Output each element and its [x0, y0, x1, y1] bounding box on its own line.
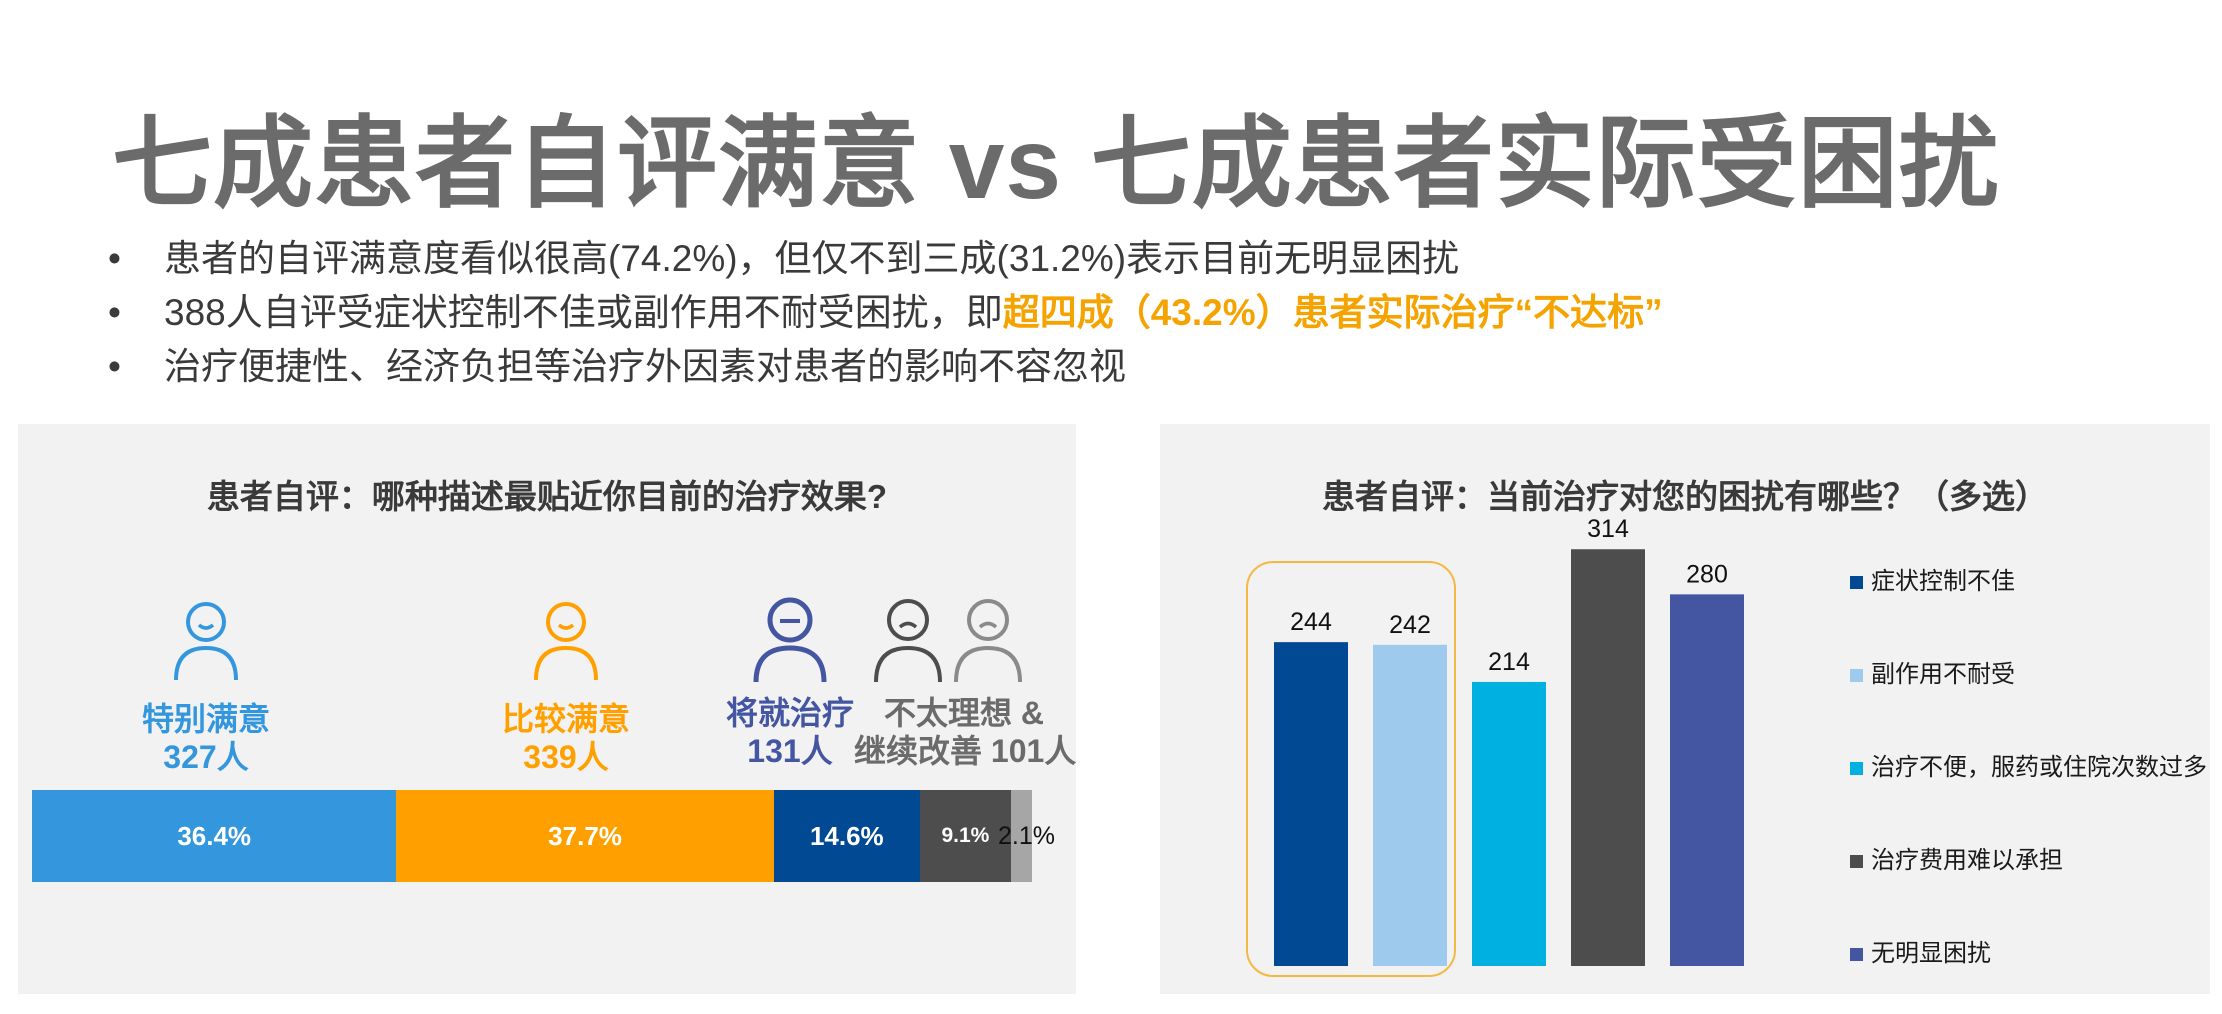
bar [1670, 594, 1744, 966]
satisfaction-panel: 患者自评：哪种描述最贴近你目前的治疗效果? 特别满意 327人 比较满意 339… [18, 424, 1076, 994]
bar [1274, 642, 1348, 966]
bullet-text: 患者的自评满意度看似很高(74.2%)，但仅不到三成(31.2%)表示目前无明显… [164, 238, 1460, 279]
group-name: 不太理想 & [884, 695, 1045, 731]
bar-value-label: 214 [1488, 648, 1530, 676]
bullet-item: • 388人自评受症状控制不佳或副作用不耐受困扰，即超四成（43.2%）患者实际… [108, 286, 2008, 340]
segment-percent-label: 2.1% [997, 821, 1055, 850]
troubles-panel: 患者自评：当前治疗对您的困扰有哪些？（多选） 244 242 214 314 280 症… [1160, 424, 2210, 994]
group-label-fairly-satisfied: 比较满意 339人 [486, 700, 646, 776]
bullet-text: 388人自评受症状控制不佳或副作用不耐受困扰，即 [164, 292, 1003, 333]
stacked-bar-segment: 14.6% [773, 790, 920, 882]
frown-person-icon [954, 599, 1022, 683]
legend-swatch [1850, 948, 1863, 962]
segment-percent-label: 9.1% [941, 824, 990, 847]
smile-person-icon [534, 602, 598, 681]
bullet-dot: • [108, 346, 121, 387]
bullet-item: • 患者的自评满意度看似很高(74.2%)，但仅不到三成(31.2%)表示目前无… [108, 232, 2008, 286]
legend-label: 无明显困扰 [1871, 940, 1991, 967]
frown-person-icon [874, 599, 942, 683]
highlight-box [1246, 561, 1456, 977]
troubles-chart-title: 患者自评：当前治疗对您的困扰有哪些？（多选） [1322, 478, 2048, 515]
smile-person-icon [174, 602, 238, 681]
bullet-list: • 患者的自评满意度看似很高(74.2%)，但仅不到三成(31.2%)表示目前无… [108, 232, 2008, 394]
legend-item: 症状控制不佳 [1850, 564, 2015, 600]
legend-swatch [1850, 762, 1863, 776]
group-count: 101人 [990, 733, 1077, 769]
legend-label: 治疗不便，服药或住院次数过多 [1871, 754, 2207, 781]
legend-swatch [1850, 576, 1863, 590]
stacked-bar-segment: 9.1% [919, 790, 1011, 882]
segment-percent-label: 14.6% [809, 820, 884, 851]
legend-swatch [1850, 669, 1863, 683]
stacked-bar-segment: 2.1% [998, 790, 1055, 882]
group-label-unsatisfied: 不太理想 & 继续改善 101人 [854, 694, 1076, 770]
bar [1571, 549, 1645, 966]
bullet-dot: • [108, 292, 121, 333]
bullet-text: 治疗便捷性、经济负担等治疗外因素对患者的影响不容忽视 [164, 346, 1126, 387]
legend-label: 副作用不耐受 [1871, 661, 2015, 688]
neutral-person-icon [753, 597, 827, 683]
troubles-bar-chart: 244 242 214 314 280 [1246, 515, 1744, 977]
page-title: 七成患者自评满意 vs 七成患者实际受困扰 [112, 108, 2000, 220]
satisfaction-chart-title: 患者自评：哪种描述最贴近你目前的治疗效果? [206, 478, 888, 515]
segment-percent-label: 37.7% [548, 820, 622, 851]
bar [1472, 681, 1546, 966]
group-name: 比较满意 [501, 701, 630, 737]
legend-item: 治疗不便，服药或住院次数过多 [1850, 750, 2207, 786]
group-count: 131人 [747, 733, 833, 769]
bar-value-label: 314 [1587, 515, 1629, 543]
group-name: 特别满意 [141, 701, 270, 737]
legend-item: 治疗费用难以承担 [1850, 843, 2063, 879]
group-name: 将就治疗 [725, 695, 854, 731]
group-label-very-satisfied: 特别满意 327人 [126, 700, 286, 776]
bar-value-label: 244 [1290, 608, 1332, 636]
group-label-tolerable: 将就治疗 131人 [710, 694, 870, 770]
bar-value-label: 280 [1686, 560, 1728, 588]
bullet-text-group: 388人自评受症状控制不佳或副作用不耐受困扰，即超四成（43.2%）患者实际治疗… [164, 286, 1663, 340]
bullet-dot: • [108, 238, 121, 279]
segment-percent-label: 36.4% [177, 820, 252, 851]
legend-label: 治疗费用难以承担 [1871, 847, 2063, 874]
stacked-bar-segment: 37.7% [396, 790, 774, 882]
group-count: 327人 [163, 739, 249, 775]
legend-item: 无明显困扰 [1850, 936, 1991, 972]
bar [1373, 644, 1447, 966]
legend-swatch [1850, 855, 1863, 869]
bar-value-label: 242 [1389, 611, 1431, 639]
group-name-line2: 继续改善 101人 [854, 732, 1076, 770]
group-count: 339人 [523, 739, 609, 775]
legend-label: 症状控制不佳 [1871, 568, 2015, 595]
legend-item: 副作用不耐受 [1850, 657, 2015, 693]
stacked-bar-segment: 36.4% [32, 790, 397, 882]
bullet-item: • 治疗便捷性、经济负担等治疗外因素对患者的影响不容忽视 [108, 340, 2008, 394]
group-name-2: 继续改善 [854, 733, 983, 769]
bullet-highlight: 超四成（43.2%）患者实际治疗“不达标” [1002, 292, 1663, 333]
